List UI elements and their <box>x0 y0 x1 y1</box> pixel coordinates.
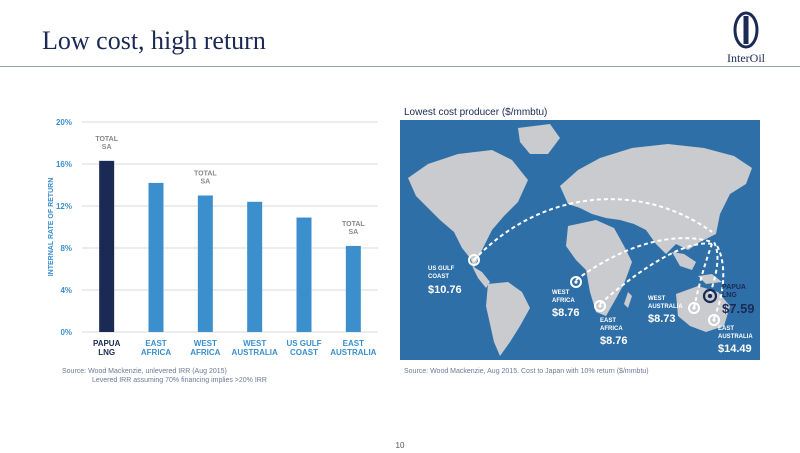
y-tick-label: 4% <box>60 286 72 295</box>
bar <box>148 182 164 332</box>
location-labels: US GULF COAST $10.76 WEST AFRICA $8.76 E… <box>428 266 755 355</box>
value-west-africa: $8.76 <box>552 307 580 319</box>
category-label: AFRICA <box>141 348 171 357</box>
value-east-africa: $8.76 <box>600 335 628 347</box>
label-west-africa-1: WEST <box>552 290 570 296</box>
category-label: AFRICA <box>190 348 220 357</box>
bar-annotation: TOTAL <box>194 171 217 178</box>
west-australia-marker-icon <box>688 302 700 314</box>
category-label: LNG <box>98 348 115 357</box>
value-us-gulf: $10.76 <box>428 284 462 296</box>
value-west-australia: $8.73 <box>648 313 676 325</box>
category-label: AUSTRALIA <box>232 348 278 357</box>
route-papua-lng <box>709 241 719 295</box>
category-label: EAST <box>343 339 364 348</box>
greenland <box>518 124 560 154</box>
us-gulf-marker-icon <box>468 254 480 266</box>
category-label: WEST <box>243 339 266 348</box>
bar <box>197 195 213 332</box>
category-label: US GULF <box>286 339 321 348</box>
label-west-africa-2: AFRICA <box>552 298 575 304</box>
logo-wordmark: InterOil <box>727 51 765 65</box>
chart-source-line-2: Levered IRR assuming 70% financing impli… <box>92 377 267 384</box>
logo-mark-icon <box>733 11 759 49</box>
label-west-australia-1: WEST <box>648 296 666 302</box>
papua-new-guinea <box>698 274 722 284</box>
y-tick-label: 16% <box>56 160 72 169</box>
title-divider <box>0 66 800 67</box>
irr-bar-chart: 0% 4% 8% 12% 16% 20% INTERNAL RATE OF RETURN PA… <box>48 118 378 357</box>
papua-lng-marker-icon <box>702 288 718 304</box>
map-title: Lowest cost producer ($/mmbtu) <box>404 107 548 118</box>
madagascar <box>624 292 632 308</box>
bar-annotation: SA <box>200 179 210 186</box>
label-papua-lng-2: LNG <box>722 292 737 299</box>
bar-annotation: TOTAL <box>95 136 118 143</box>
route-east-australia <box>713 243 725 319</box>
y-tick-label: 8% <box>60 244 72 253</box>
label-us-gulf-2: COAST <box>428 274 449 280</box>
label-east-africa-2: AFRICA <box>600 326 623 332</box>
east-australia-marker-icon <box>708 314 720 326</box>
route-us-gulf <box>473 198 713 261</box>
south-america <box>486 282 530 356</box>
bar-annotation: SA <box>102 144 112 151</box>
y-axis-label: INTERNAL RATE OF RETURN <box>48 178 55 277</box>
bar <box>99 160 115 332</box>
shipping-routes <box>473 198 725 319</box>
label-papua-lng-1: PAPUA <box>722 284 746 291</box>
route-east-africa <box>599 242 713 305</box>
slide-title: Low cost, high return <box>42 26 266 55</box>
label-east-africa-1: EAST <box>600 318 616 324</box>
map-source: Source: Wood Mackenzie, Aug 2015. Cost t… <box>404 368 649 375</box>
west-africa-marker-icon <box>570 276 582 288</box>
location-markers <box>468 254 720 326</box>
category-label: WEST <box>194 339 217 348</box>
bar <box>345 245 361 332</box>
category-label: COAST <box>290 348 318 357</box>
category-label: AUSTRALIA <box>330 348 376 357</box>
y-tick-label: 20% <box>56 118 72 127</box>
route-west-australia <box>693 243 713 309</box>
southeast-asia <box>672 252 696 270</box>
bar-annotation: TOTAL <box>342 221 365 228</box>
bar <box>247 201 263 332</box>
route-west-africa <box>575 237 713 281</box>
east-africa-marker-icon <box>594 300 606 312</box>
value-east-australia: $14.49 <box>718 343 752 355</box>
chart-source-line-1: Source: Wood Mackenzie, unlevered IRR (A… <box>62 368 227 375</box>
central-america <box>472 266 490 288</box>
page-number: 10 <box>395 441 405 450</box>
bar-annotation: SA <box>348 229 358 236</box>
label-east-australia-2: AUSTRALIA <box>718 334 753 340</box>
bar <box>296 217 312 332</box>
interoil-logo: InterOil <box>716 8 776 66</box>
value-papua-lng: $7.59 <box>722 301 755 316</box>
label-west-australia-2: AUSTRALIA <box>648 304 683 310</box>
label-east-australia-1: EAST <box>718 326 734 332</box>
world-map: US GULF COAST $10.76 WEST AFRICA $8.76 E… <box>400 120 760 360</box>
north-america <box>408 150 528 268</box>
africa <box>566 220 632 316</box>
category-label: EAST <box>145 339 166 348</box>
y-tick-label: 12% <box>56 202 72 211</box>
y-tick-label: 0% <box>60 328 72 337</box>
label-us-gulf-1: US GULF <box>428 266 455 272</box>
category-label: PAPUA <box>93 339 121 348</box>
